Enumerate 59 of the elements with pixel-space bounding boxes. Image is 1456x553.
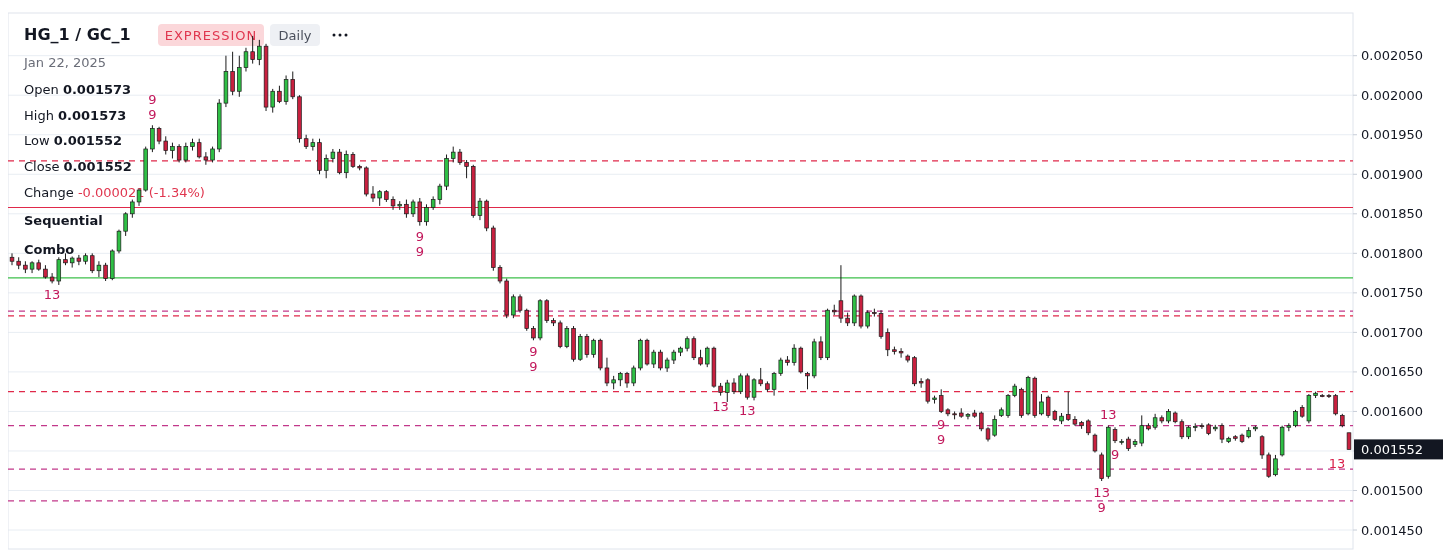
candlestick xyxy=(464,159,469,179)
y-tick-label: 0.001750 xyxy=(1361,285,1424,301)
annotation: Combo xyxy=(24,242,75,257)
annotation: 13 xyxy=(739,403,756,419)
annotation: 9 xyxy=(937,431,946,447)
annotation: Open 0.001573 xyxy=(24,82,132,97)
annotation: 9 xyxy=(148,91,157,107)
y-tick-label: 0.001950 xyxy=(1361,127,1424,143)
candlestick xyxy=(404,199,409,219)
annotation: 13 xyxy=(1328,455,1346,471)
candlestick xyxy=(1092,433,1098,454)
candlestick xyxy=(230,51,235,96)
annotation: 9 xyxy=(148,106,157,122)
candlestick xyxy=(658,349,663,371)
annotation: 9 xyxy=(937,416,946,432)
y-tick-label: 0.001650 xyxy=(1361,364,1424,380)
annotation: 13 xyxy=(1093,484,1110,500)
candlestick xyxy=(150,124,155,153)
candlestick xyxy=(337,148,342,175)
annotation: EXPRESSION xyxy=(164,27,258,43)
text: 0.001552 xyxy=(1361,441,1424,457)
annotation: 9 xyxy=(415,229,424,245)
annotation: Jan 22, 2025 xyxy=(23,55,107,70)
candlestick xyxy=(1273,454,1278,477)
y-tick-label: 0.001800 xyxy=(1361,245,1424,261)
annotation: Sequential xyxy=(24,213,103,228)
candlestick xyxy=(424,203,429,227)
candlestick xyxy=(898,347,904,359)
candlestick xyxy=(1099,452,1104,482)
candlestick xyxy=(745,373,750,401)
annotation: 9 xyxy=(529,343,538,359)
annotation: Daily xyxy=(278,27,312,43)
annotation: 13 xyxy=(712,399,729,415)
candlestick xyxy=(257,39,262,66)
y-tick-label: 0.001450 xyxy=(1361,522,1424,538)
annotation: 13 xyxy=(43,286,61,302)
candlestick xyxy=(103,262,108,282)
annotation: 9 xyxy=(1110,446,1120,462)
y-tick-label: 0.001600 xyxy=(1361,403,1424,419)
y-tick-label: 0.001850 xyxy=(1361,206,1424,222)
annotation: 13 xyxy=(1100,407,1117,423)
annotation: 9 xyxy=(1097,499,1106,515)
candlestick xyxy=(511,293,516,319)
annotation: High 0.001573 xyxy=(24,108,127,123)
annotation: 9 xyxy=(415,244,424,260)
candlestick xyxy=(130,199,135,219)
y-tick-label: 0.002050 xyxy=(1361,48,1424,64)
candlestick xyxy=(591,338,596,359)
annotation: Low 0.001552 xyxy=(24,133,123,148)
candlestick xyxy=(1039,393,1044,416)
text: HG_1 / GC_1 xyxy=(24,25,131,44)
y-tick-label: 0.001700 xyxy=(1361,324,1424,340)
y-tick-label: 0.001500 xyxy=(1361,483,1424,498)
y-tick-label: 0.002000 xyxy=(1361,87,1424,103)
annotation: 9 xyxy=(529,358,538,374)
annotation: Close 0.001552 xyxy=(24,159,132,174)
candlestick xyxy=(1333,393,1338,416)
y-tick-label: 0.001900 xyxy=(1361,166,1424,182)
candlestick xyxy=(123,211,128,237)
